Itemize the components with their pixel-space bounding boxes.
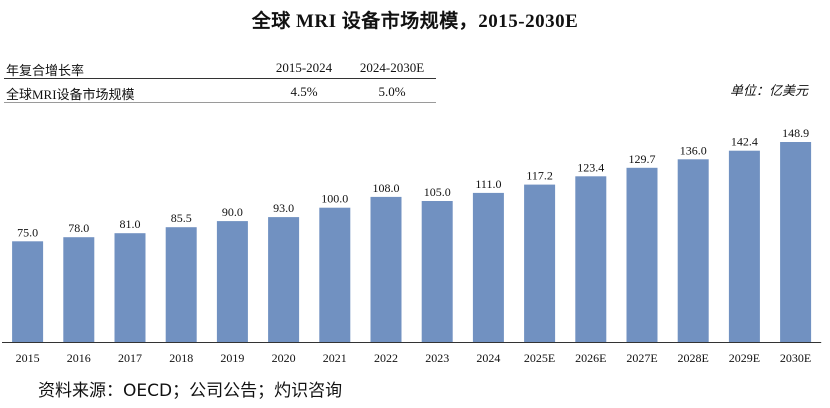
data-label-2021: 100.0	[321, 192, 348, 206]
data-label-2015: 75.0	[17, 225, 38, 239]
cagr-data-row: 全球MRI设备市场规模 4.5% 5.0%	[0, 80, 440, 104]
data-label-2022: 108.0	[373, 181, 400, 195]
bar-2028E	[677, 159, 709, 342]
x-tick-2021: 2021	[323, 351, 347, 365]
source-note: 资料来源：OECD；公司公告；灼识咨询	[38, 381, 343, 401]
bar-2019	[216, 221, 248, 342]
x-tick-2028E: 2028E	[678, 351, 709, 365]
bars-group	[12, 142, 812, 342]
data-labels-group: 75.0 78.0 81.0 85.5 90.0 93.0 100.0 108.0 105.0 1…	[17, 126, 809, 239]
bar-2029E	[728, 150, 760, 342]
data-label-2017: 81.0	[120, 217, 141, 231]
bar-2020	[268, 217, 300, 342]
cagr-header-label: 年复合增长率	[6, 63, 85, 78]
x-tick-2017: 2017	[118, 351, 142, 365]
bar-2026E	[575, 176, 607, 342]
cagr-header-period-2: 2024-2030E	[359, 60, 425, 75]
bar-2015	[12, 241, 44, 342]
x-tick-2025E: 2025E	[524, 351, 555, 365]
data-label-2024: 111.0	[475, 177, 501, 191]
x-tick-2024: 2024	[476, 351, 500, 365]
x-tick-2027E: 2027E	[626, 351, 657, 365]
chart-title: 全球 MRI 设备市场规模，2015-2030E	[251, 11, 579, 32]
bar-2017	[114, 233, 146, 342]
bar-2025E	[524, 184, 556, 342]
bar-2024	[472, 192, 504, 342]
x-tick-2030E: 2030E	[780, 351, 811, 365]
bar-2016	[63, 237, 95, 342]
bar-2022	[370, 196, 402, 342]
unit-label: 单位：亿美元	[729, 83, 808, 98]
data-label-2016: 78.0	[68, 221, 89, 235]
data-label-2018: 85.5	[171, 211, 192, 225]
table-header-rule	[4, 78, 436, 79]
x-tick-2015: 2015	[16, 351, 40, 365]
x-tick-2026E: 2026E	[575, 351, 606, 365]
cagr-value-1: 4.5%	[290, 84, 318, 99]
x-tick-2016: 2016	[67, 351, 91, 365]
x-tick-2023: 2023	[425, 351, 449, 365]
data-label-2027E: 129.7	[629, 152, 656, 166]
cagr-header-row: 年复合增长率 2015-2024 2024-2030E	[0, 56, 440, 80]
data-label-2030E: 148.9	[782, 126, 809, 140]
cagr-row-label: 全球MRI设备市场规模	[6, 87, 135, 102]
data-label-2026E: 123.4	[577, 160, 604, 174]
bar-2018	[165, 227, 197, 342]
x-tick-2018: 2018	[169, 351, 193, 365]
cagr-table: 年复合增长率 2015-2024 2024-2030E 全球MRI设备市场规模 …	[0, 56, 440, 104]
x-tick-2019: 2019	[220, 351, 244, 365]
x-tick-2020: 2020	[272, 351, 296, 365]
bar-2023	[421, 201, 453, 342]
data-label-2020: 93.0	[273, 201, 294, 215]
bar-2030E	[780, 142, 812, 342]
data-label-2023: 105.0	[424, 185, 451, 199]
data-label-2029E: 142.4	[731, 135, 758, 149]
data-label-2025E: 117.2	[526, 169, 553, 183]
cagr-value-2: 5.0%	[378, 84, 406, 99]
x-tick-2022: 2022	[374, 351, 398, 365]
table-bottom-rule	[4, 102, 436, 103]
x-tick-labels-group: 2015 2016 2017 2018 2019 2020 2021 2022 2023 2024…	[16, 351, 812, 365]
bar-2021	[319, 207, 351, 342]
bar-2027E	[626, 167, 658, 342]
data-label-2028E: 136.0	[680, 143, 707, 157]
data-label-2019: 90.0	[222, 205, 243, 219]
cagr-header-period-1: 2015-2024	[275, 60, 333, 75]
x-tick-2029E: 2029E	[729, 351, 760, 365]
